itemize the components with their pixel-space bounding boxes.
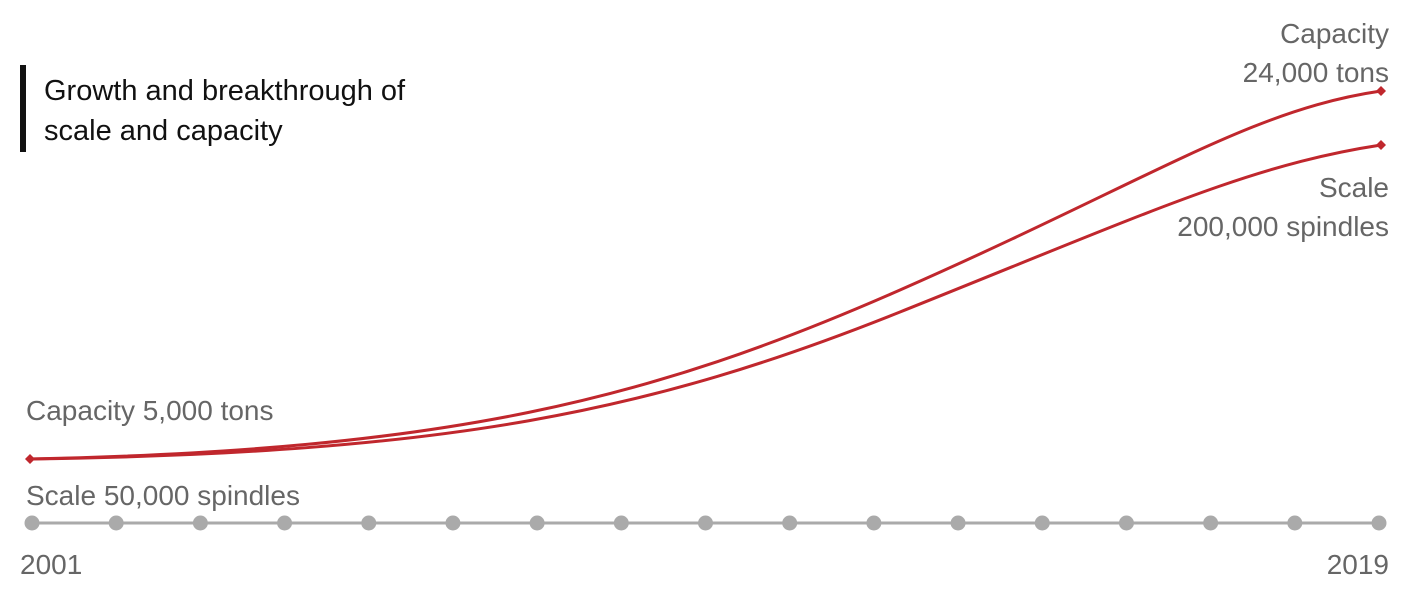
timeline-dot <box>950 515 966 531</box>
start-label: Capacity 5,000 tons <box>26 395 274 426</box>
timeline-dot <box>1287 515 1303 531</box>
timeline-dot <box>866 515 882 531</box>
timeline-dot <box>1371 515 1387 531</box>
timeline-dot <box>1118 515 1134 531</box>
timeline-dot <box>1203 515 1219 531</box>
timeline-dot <box>529 515 545 531</box>
timeline <box>24 515 1387 531</box>
timeline-dot <box>192 515 208 531</box>
timeline-dot <box>782 515 798 531</box>
timeline-dot <box>108 515 124 531</box>
title-line: Growth and breakthrough of <box>44 75 406 107</box>
timeline-end: 2019 <box>1327 549 1389 580</box>
timeline-dot <box>1034 515 1050 531</box>
end-marker <box>1376 140 1386 150</box>
end-label: 24,000 tons <box>1243 57 1389 88</box>
end-label: Capacity <box>1280 18 1389 49</box>
timeline-start: 2001 <box>20 549 82 580</box>
timeline-dot <box>361 515 377 531</box>
end-label: 200,000 spindles <box>1177 211 1389 242</box>
end-label: Scale <box>1319 172 1389 203</box>
title-line: scale and capacity <box>44 115 283 147</box>
timeline-dot <box>24 515 40 531</box>
start-marker <box>25 454 35 464</box>
timeline-dot <box>445 515 461 531</box>
title-bar <box>20 65 26 152</box>
timeline-dot <box>613 515 629 531</box>
end-marker <box>1376 86 1386 96</box>
start-label: Scale 50,000 spindles <box>26 480 300 511</box>
timeline-dot <box>277 515 293 531</box>
capacity-curve <box>29 89 1382 461</box>
timeline-dot <box>698 515 713 531</box>
scale-curve <box>29 143 1382 461</box>
